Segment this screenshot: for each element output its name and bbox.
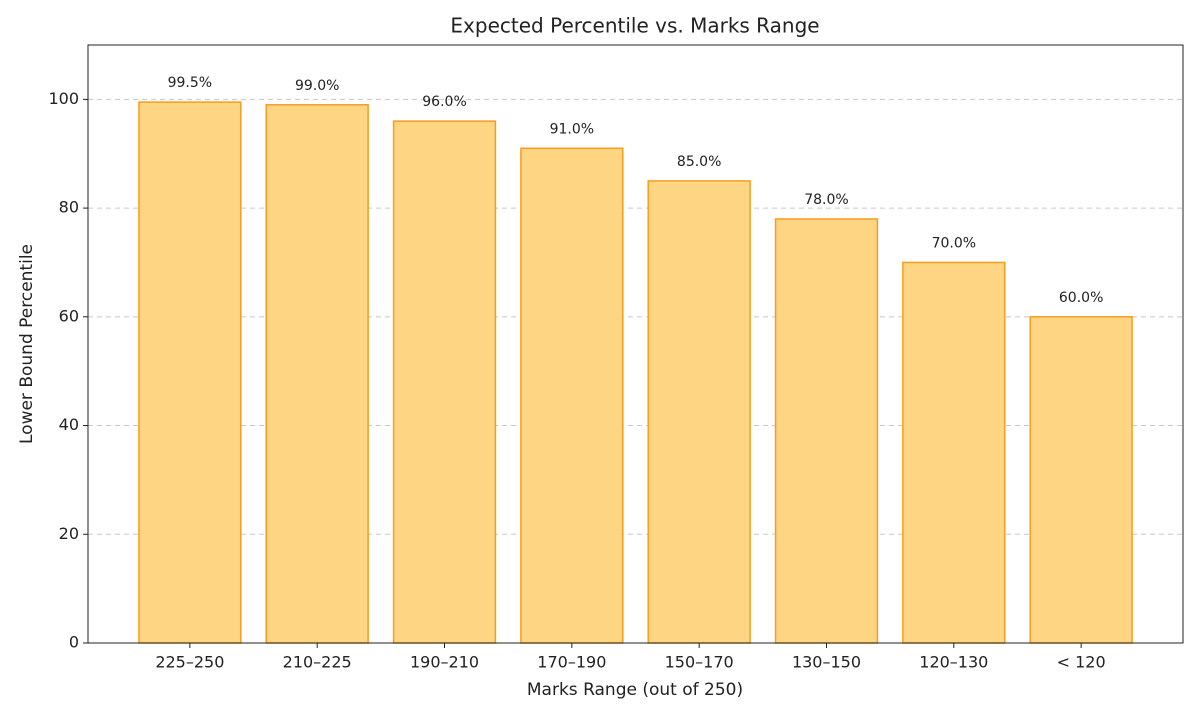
bar bbox=[138, 101, 242, 644]
y-tick-label: 20 bbox=[59, 524, 79, 543]
x-tick-label: 190–210 bbox=[410, 653, 479, 672]
value-label: 99.0% bbox=[295, 78, 339, 94]
y-tick-label: 40 bbox=[59, 415, 79, 434]
y-tick-label: 0 bbox=[69, 633, 79, 652]
x-tick-label: 120–130 bbox=[919, 653, 988, 672]
bar bbox=[774, 218, 879, 644]
bar bbox=[1029, 316, 1133, 644]
x-tick-label: 210–225 bbox=[283, 653, 352, 672]
y-tick-label: 60 bbox=[59, 306, 79, 325]
value-label: 99.5% bbox=[168, 75, 212, 91]
bar bbox=[647, 180, 751, 644]
bar bbox=[902, 261, 1006, 644]
x-tick-label: 170–190 bbox=[537, 653, 606, 672]
bar bbox=[392, 120, 497, 644]
x-tick-label: 150–170 bbox=[665, 653, 734, 672]
value-label: 96.0% bbox=[422, 94, 466, 110]
y-tick-label: 80 bbox=[59, 198, 79, 217]
x-axis-label: Marks Range (out of 250) bbox=[527, 680, 743, 700]
value-label: 78.0% bbox=[804, 192, 848, 208]
value-label: 85.0% bbox=[677, 154, 721, 170]
value-label: 60.0% bbox=[1059, 290, 1103, 306]
x-tick-label: 225–250 bbox=[155, 653, 224, 672]
x-tick-label: 130–150 bbox=[792, 653, 861, 672]
chart-title: Expected Percentile vs. Marks Range bbox=[450, 14, 819, 38]
bar bbox=[265, 104, 369, 644]
value-label: 70.0% bbox=[932, 235, 976, 251]
y-axis-label: Lower Bound Percentile bbox=[17, 244, 37, 444]
value-label: 91.0% bbox=[550, 121, 594, 137]
plot-frame bbox=[87, 44, 1184, 644]
x-tick-label: < 120 bbox=[1057, 653, 1106, 672]
bar bbox=[520, 147, 624, 644]
y-tick-label: 100 bbox=[48, 89, 79, 108]
